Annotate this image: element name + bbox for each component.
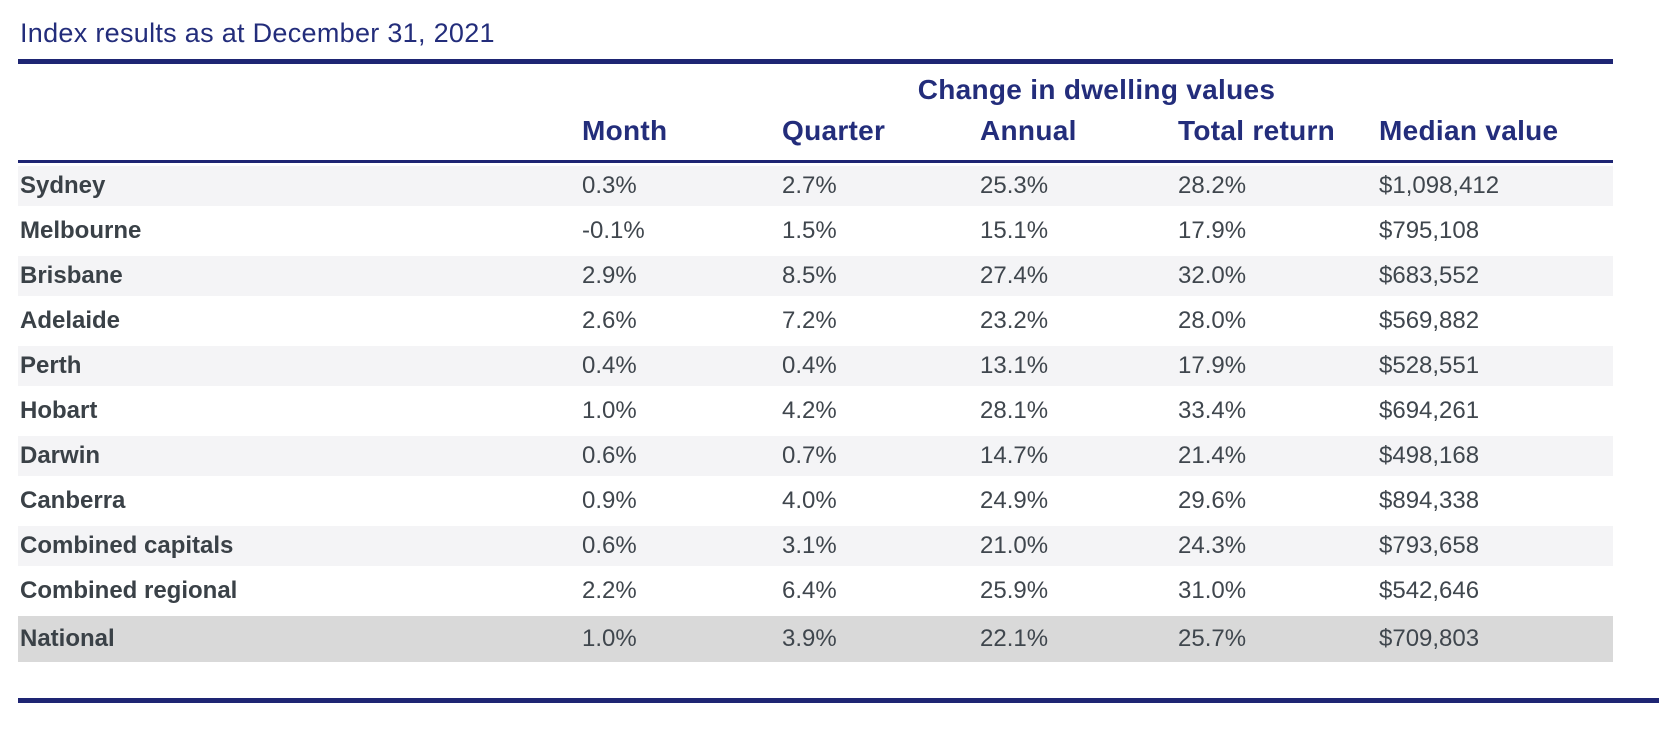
column-header-month: Month (582, 115, 668, 146)
cell-total-return: 21.4% (1178, 442, 1247, 469)
cell-quarter: 8.5% (782, 262, 837, 289)
cell-total-return: 25.7% (1178, 625, 1247, 652)
cell-annual: 21.0% (980, 532, 1049, 559)
cell-total-return: 24.3% (1178, 532, 1247, 559)
cell-quarter: 2.7% (782, 172, 837, 199)
cell-annual: 27.4% (980, 262, 1049, 289)
cell-month: 0.4% (582, 352, 637, 379)
cell-annual: 22.1% (980, 625, 1049, 652)
row-label: Hobart (20, 397, 98, 424)
page-title: Index results as at December 31, 2021 (20, 18, 495, 48)
cell-median-value: $683,552 (1379, 262, 1480, 289)
row-label: Sydney (20, 172, 106, 199)
title-divider (18, 59, 1613, 64)
cell-month: 2.9% (582, 262, 637, 289)
cell-median-value: $528,551 (1379, 352, 1480, 379)
cell-median-value: $542,646 (1379, 577, 1480, 604)
column-header-median-value: Median value (1379, 115, 1559, 146)
cell-annual: 23.2% (980, 307, 1049, 334)
cell-total-return: 28.2% (1178, 172, 1247, 199)
row-label: Combined capitals (20, 532, 234, 559)
cell-annual: 14.7% (980, 442, 1049, 469)
cell-month: 0.9% (582, 487, 637, 514)
cell-median-value: $795,108 (1379, 217, 1480, 244)
column-header-total-return: Total return (1178, 115, 1336, 146)
table-row-national: National 1.0% 3.9% 22.1% 25.7% $709,803 (18, 616, 1613, 662)
cell-quarter: 7.2% (782, 307, 837, 334)
row-label: Melbourne (20, 217, 142, 244)
cell-median-value: $1,098,412 (1379, 172, 1500, 199)
cell-quarter: 0.7% (782, 442, 837, 469)
cell-quarter: 3.1% (782, 532, 837, 559)
cell-annual: 25.3% (980, 172, 1049, 199)
cell-total-return: 17.9% (1178, 352, 1247, 379)
cell-annual: 13.1% (980, 352, 1049, 379)
cell-month: 0.3% (582, 172, 637, 199)
column-header-region (18, 108, 580, 156)
table-row-hobart: Hobart 1.0% 4.2% 28.1% 33.4% $694,261 (18, 391, 1613, 431)
row-label: Brisbane (20, 262, 123, 289)
cell-month: 1.0% (582, 397, 637, 424)
cell-month: 0.6% (582, 442, 637, 469)
table-row-brisbane: Brisbane 2.9% 8.5% 27.4% 32.0% $683,552 (18, 256, 1613, 296)
cell-quarter: 1.5% (782, 217, 837, 244)
row-label: Adelaide (20, 307, 121, 334)
group-header: Change in dwelling values (917, 74, 1276, 105)
table-row-sydney: Sydney 0.3% 2.7% 25.3% 28.2% $1,098,412 (18, 166, 1613, 206)
cell-annual: 28.1% (980, 397, 1049, 424)
cell-median-value: $569,882 (1379, 307, 1480, 334)
cell-quarter: 4.0% (782, 487, 837, 514)
cell-quarter: 0.4% (782, 352, 837, 379)
cell-total-return: 17.9% (1178, 217, 1247, 244)
table-row-darwin: Darwin 0.6% 0.7% 14.7% 21.4% $498,168 (18, 436, 1613, 476)
table-row-combined-capitals: Combined capitals 0.6% 3.1% 21.0% 24.3% … (18, 526, 1613, 566)
cell-quarter: 4.2% (782, 397, 837, 424)
bottom-divider (18, 698, 1659, 703)
table-row-adelaide: Adelaide 2.6% 7.2% 23.2% 28.0% $569,882 (18, 301, 1613, 341)
cell-total-return: 32.0% (1178, 262, 1247, 289)
table-row-combined-regional: Combined regional 2.2% 6.4% 25.9% 31.0% … (18, 571, 1613, 611)
cell-annual: 24.9% (980, 487, 1049, 514)
cell-quarter: 6.4% (782, 577, 837, 604)
cell-total-return: 31.0% (1178, 577, 1247, 604)
cell-median-value: $793,658 (1379, 532, 1480, 559)
row-label: Combined regional (20, 577, 238, 604)
cell-quarter: 3.9% (782, 625, 837, 652)
column-header-quarter: Quarter (782, 115, 886, 146)
cell-median-value: $498,168 (1379, 442, 1480, 469)
cell-annual: 25.9% (980, 577, 1049, 604)
cell-annual: 15.1% (980, 217, 1049, 244)
column-header-annual: Annual (980, 115, 1077, 146)
cell-month: 2.6% (582, 307, 637, 334)
cell-total-return: 33.4% (1178, 397, 1247, 424)
cell-median-value: $694,261 (1379, 397, 1480, 424)
cell-total-return: 28.0% (1178, 307, 1247, 334)
cell-month: 1.0% (582, 625, 637, 652)
cell-month: 0.6% (582, 532, 637, 559)
header-divider (18, 160, 1613, 163)
cell-median-value: $709,803 (1379, 625, 1480, 652)
table-row-canberra: Canberra 0.9% 4.0% 24.9% 29.6% $894,338 (18, 481, 1613, 521)
row-label: National (20, 625, 115, 652)
table-body: Sydney 0.3% 2.7% 25.3% 28.2% $1,098,412 … (0, 166, 1676, 662)
cell-median-value: $894,338 (1379, 487, 1480, 514)
row-label: Canberra (20, 487, 126, 514)
cell-month: 2.2% (582, 577, 637, 604)
table-row-melbourne: Melbourne -0.1% 1.5% 15.1% 17.9% $795,10… (18, 211, 1613, 251)
column-header-row: Month Quarter Annual Total return Median… (18, 108, 1613, 156)
cell-total-return: 29.6% (1178, 487, 1247, 514)
cell-month: -0.1% (582, 217, 645, 244)
table-row-perth: Perth 0.4% 0.4% 13.1% 17.9% $528,551 (18, 346, 1613, 386)
group-header-row: Change in dwelling values (18, 72, 1613, 108)
row-label: Darwin (20, 442, 101, 469)
row-label: Perth (20, 352, 82, 379)
